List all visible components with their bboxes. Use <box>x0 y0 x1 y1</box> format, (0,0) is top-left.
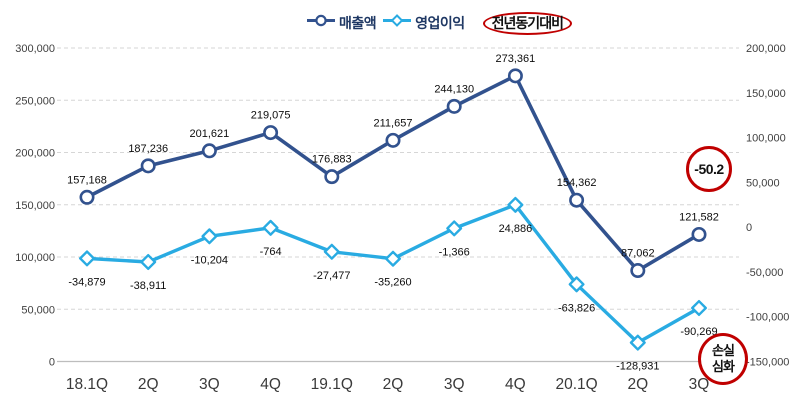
legend-label-operating-profit: 영업이익 <box>415 15 465 31</box>
x-axis-tick-label: 18.1Q <box>66 376 108 393</box>
series-0-data-label: 176,883 <box>312 154 352 166</box>
series-1-data-label: -27,477 <box>313 270 350 282</box>
x-axis-tick-label: 3Q <box>444 376 465 393</box>
legend-marker-glyph <box>307 14 335 27</box>
series-0-point-marker <box>446 98 462 114</box>
series-1-point-marker <box>629 334 646 351</box>
x-axis-tick-label: 19.1Q <box>311 376 353 393</box>
series-1-data-label: -35,260 <box>374 277 411 289</box>
series-0-data-label: 154,362 <box>557 177 597 189</box>
right-axis-tick-label: 100,000 <box>746 133 786 145</box>
right-axis-tick-label: -150,000 <box>746 357 789 369</box>
series-1-data-label: -34,879 <box>68 276 105 288</box>
x-axis-tick-label: 2Q <box>383 376 404 393</box>
series-1-data-label: -63,826 <box>558 302 595 314</box>
series-1-point-marker <box>691 299 707 316</box>
series-1-point-marker <box>79 250 95 267</box>
series-1-point-marker <box>140 253 157 270</box>
right-axis-tick-label: 150,000 <box>746 88 786 100</box>
series-1-data-label: -1,366 <box>439 246 470 258</box>
x-axis-tick-label: 4Q <box>505 376 526 393</box>
series-1-data-label: -128,931 <box>616 361 659 373</box>
series-0-data-label: 187,236 <box>128 143 168 155</box>
series-0-data-label: 219,075 <box>251 110 291 122</box>
x-axis-tick-label: 4Q <box>260 376 281 393</box>
loss-deepening-badge: 손실 심화 <box>698 333 748 385</box>
yoy-change-badge: -50.2 <box>686 146 732 192</box>
series-1-point-marker <box>568 276 585 293</box>
series-0-data-label: 211,657 <box>374 117 413 129</box>
series-0-point-marker <box>385 132 401 148</box>
yoy-comparison-label: 전년동기대비 <box>482 11 572 35</box>
series-0-point-marker <box>630 263 646 279</box>
series-1-point-marker <box>446 220 463 237</box>
revenue-line-marker-icon <box>306 13 336 33</box>
series-0-data-label: 121,582 <box>679 211 719 223</box>
left-axis-tick-label: 250,000 <box>15 95 55 107</box>
left-axis-tick-label: 100,000 <box>15 252 55 264</box>
right-axis-tick-label: 50,000 <box>746 177 780 189</box>
series-1-point-marker <box>507 196 524 213</box>
series-1-data-label: -38,911 <box>130 280 167 292</box>
loss-badge-line2: 심화 <box>712 359 735 374</box>
series-0-data-label: 201,621 <box>190 128 230 140</box>
series-1-data-label: -90,269 <box>680 326 717 338</box>
series-1-line <box>85 203 701 345</box>
series-1-point-marker <box>262 219 279 236</box>
right-axis-tick-label: -50,000 <box>746 267 783 279</box>
x-axis-tick-label: 20.1Q <box>555 376 597 393</box>
x-axis-tick-label: 2Q <box>627 376 648 393</box>
series-1-point-marker <box>385 250 401 267</box>
series-0-point-marker <box>140 158 156 174</box>
series-1-point-marker <box>201 228 218 245</box>
x-axis-tick-label: 3Q <box>199 376 220 393</box>
left-axis-tick-label: 150,000 <box>15 200 55 212</box>
loss-badge-line1: 손실 <box>712 343 735 359</box>
left-axis-tick-label: 200,000 <box>15 148 55 160</box>
legend-label-revenue: 매출액 <box>339 15 377 31</box>
yoy-change-value: -50.2 <box>694 161 724 177</box>
legend-item-revenue: 매출액 <box>306 13 377 33</box>
right-axis-tick-label: -100,000 <box>746 312 789 324</box>
series-0-line <box>85 74 701 273</box>
series-0-point-marker <box>569 192 585 208</box>
series-0-data-label: 244,130 <box>434 83 474 95</box>
legend: 매출액 영업이익 전년동기대비 <box>306 8 572 38</box>
left-axis-tick-label: 300,000 <box>15 43 55 55</box>
series-1-data-label: 24,886 <box>499 223 533 235</box>
legend-marker-glyph <box>383 14 412 27</box>
legend-item-operating-profit: 영업이익 <box>382 13 465 33</box>
series-1-point-marker <box>323 243 340 260</box>
series-0-data-label: 157,168 <box>67 174 107 186</box>
series-0-data-label: 273,361 <box>496 53 536 65</box>
series-0-point-marker <box>324 169 340 185</box>
series-0-point-marker <box>263 125 279 141</box>
x-axis-tick-label: 2Q <box>138 376 159 393</box>
x-axis-tick-label: 3Q <box>689 376 710 393</box>
series-0-point-marker <box>691 226 707 242</box>
series-0-point-marker <box>201 143 217 159</box>
series-0-data-label: 87,062 <box>621 248 655 260</box>
right-axis-tick-label: 0 <box>746 222 752 234</box>
series-1-data-label: -764 <box>260 246 282 258</box>
right-axis-tick-label: 200,000 <box>746 43 786 55</box>
profit-line-marker-icon <box>382 13 412 33</box>
series-1-data-label: -10,204 <box>191 254 228 266</box>
left-axis-tick-label: 50,000 <box>21 304 55 316</box>
series-0-point-marker <box>79 189 95 205</box>
left-axis-tick-label: 0 <box>49 357 55 369</box>
series-0-point-marker <box>507 68 523 84</box>
